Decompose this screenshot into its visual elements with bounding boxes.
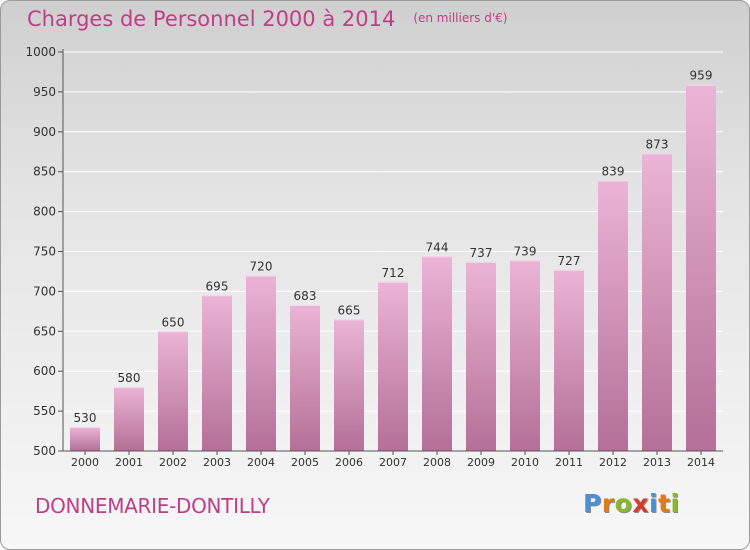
- value-labels: 530 580 650 695 720 683 665 712 744 737 739 727 839 8…: [74, 69, 713, 425]
- bar: [114, 387, 144, 451]
- x-tick-label: 2009: [467, 456, 495, 469]
- x-tick-label: 2003: [203, 456, 231, 469]
- y-tick-labels: 500 550 600 650 700 750 800 850 900 950 1000: [25, 45, 56, 458]
- x-tick-label: 2010: [511, 456, 539, 469]
- logo-letter: i: [649, 489, 659, 518]
- logo-letter: x: [632, 489, 649, 518]
- value-label: 530: [74, 411, 97, 425]
- x-tick-label: 2008: [423, 456, 451, 469]
- logo-letter: i: [670, 489, 680, 518]
- bar: [158, 331, 188, 451]
- bar: [554, 269, 584, 451]
- x-tick-label: 2007: [379, 456, 407, 469]
- value-label: 744: [426, 240, 449, 254]
- bar: [70, 427, 100, 451]
- value-label: 683: [294, 289, 317, 303]
- x-tick-label: 2014: [687, 456, 715, 469]
- value-label: 580: [118, 371, 141, 385]
- x-tick-label: 2000: [71, 456, 99, 469]
- chart-title: Charges de Personnel 2000 à 2014: [27, 7, 396, 31]
- bar: [422, 256, 452, 451]
- bar: [642, 153, 672, 451]
- value-label: 737: [470, 246, 493, 260]
- axes: [58, 49, 723, 455]
- x-tick-label: 2013: [643, 456, 671, 469]
- logo-letter: r: [601, 489, 615, 518]
- commune-name: DONNEMARIE-DONTILLY: [35, 494, 270, 518]
- y-tick-label: 650: [33, 324, 56, 338]
- bar: [334, 319, 364, 451]
- y-tick-label: 550: [33, 404, 56, 418]
- proxiti-logo[interactable]: Proxiti: [583, 489, 680, 518]
- y-tick-label: 600: [33, 364, 56, 378]
- x-tick-label: 2004: [247, 456, 275, 469]
- value-label: 873: [646, 137, 669, 151]
- y-tick-label: 1000: [25, 45, 56, 59]
- y-tick-label: 750: [33, 245, 56, 259]
- y-tick-label: 950: [33, 85, 56, 99]
- value-label: 959: [690, 69, 713, 83]
- title-row: Charges de Personnel 2000 à 2014 (en mill…: [27, 7, 507, 31]
- x-tick-label: 2012: [599, 456, 627, 469]
- x-tick-label: 2005: [291, 456, 319, 469]
- x-tick-label: 2011: [555, 456, 583, 469]
- y-tick-label: 700: [33, 284, 56, 298]
- y-tick-label: 900: [33, 125, 56, 139]
- y-tick-label: 850: [33, 165, 56, 179]
- value-label: 665: [338, 303, 361, 317]
- value-label: 839: [602, 164, 625, 178]
- value-label: 650: [162, 315, 185, 329]
- bar: [290, 304, 320, 451]
- value-label: 712: [382, 266, 405, 280]
- chart-unit: (en milliers d'€): [413, 11, 508, 25]
- x-tick-label: 2006: [335, 456, 363, 469]
- x-tick-labels: 2000 2001 2002 2003 2004 2005 2006 2007 2008 2009…: [71, 456, 715, 469]
- bar: [378, 281, 408, 451]
- bar-series: [70, 84, 716, 451]
- bar: [466, 261, 496, 451]
- logo-letter: P: [583, 489, 602, 518]
- value-label: 695: [206, 279, 229, 293]
- value-label: 727: [558, 254, 581, 268]
- y-tick-label: 500: [33, 444, 56, 458]
- bar: [686, 84, 716, 451]
- value-label: 739: [514, 244, 537, 258]
- x-tick-label: 2001: [115, 456, 143, 469]
- value-label: 720: [250, 259, 273, 273]
- bar: [510, 260, 540, 451]
- y-tick-label: 800: [33, 205, 56, 219]
- bar: [202, 295, 232, 451]
- bar: [246, 275, 276, 451]
- x-tick-label: 2002: [159, 456, 187, 469]
- logo-letter: t: [658, 489, 671, 518]
- logo-letter: o: [614, 489, 633, 518]
- bar: [598, 180, 628, 451]
